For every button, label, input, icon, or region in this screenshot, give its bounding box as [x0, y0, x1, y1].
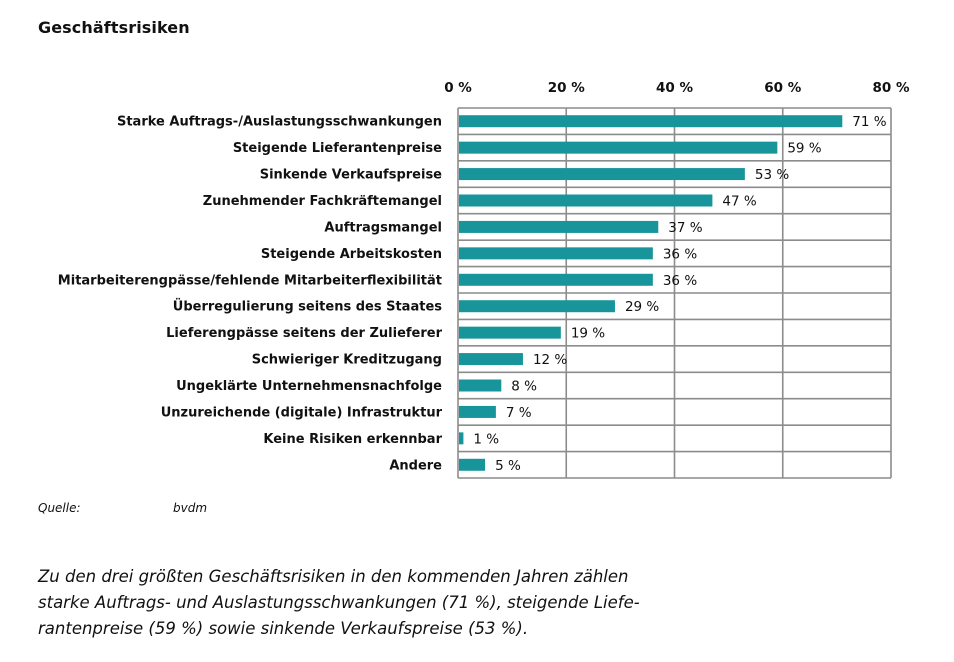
value-label: 71 %: [852, 114, 886, 130]
category-label: Auftragsmangel: [324, 220, 442, 235]
category-label: Lieferengpässe seitens der Zulieferer: [166, 326, 442, 341]
bars: [459, 115, 843, 471]
source-value: bvdm: [173, 501, 208, 515]
value-label: 5 %: [495, 458, 521, 474]
value-label: 47 %: [722, 194, 756, 210]
category-label: Starke Auftrags-/Auslastungsschwankungen: [117, 115, 442, 130]
category-label: Sinkende Verkaufspreise: [260, 168, 442, 183]
caption: Zu den drei größten Geschäftsrisiken in …: [38, 564, 678, 642]
value-label: 36 %: [663, 273, 697, 289]
value-label: 53 %: [755, 167, 789, 183]
caption-line: Zu den drei größten Geschäftsrisiken in …: [38, 567, 629, 586]
x-tick-label: 20 %: [548, 80, 585, 96]
caption-line: rantenpreise (59 %) sowie sinkende Verka…: [38, 619, 529, 638]
bar: [459, 273, 653, 286]
x-tick-label: 40 %: [656, 80, 693, 96]
bar: [459, 379, 502, 392]
category-label: Mitarbeiterengpässe/fehlende Mitarbeiter…: [58, 273, 442, 288]
category-label: Steigende Lieferantenpreise: [233, 141, 442, 156]
value-labels: 71 %59 %53 %47 %37 %36 %36 %29 %19 %12 %…: [473, 114, 886, 474]
category-label: Unzureichende (digitale) Infrastruktur: [161, 405, 443, 420]
x-tick-label: 60 %: [764, 80, 801, 96]
category-label: Schwieriger Kreditzugang: [252, 353, 442, 368]
value-label: 59 %: [787, 141, 821, 157]
x-tick-label: 0 %: [444, 80, 472, 96]
bar: [459, 432, 464, 445]
x-tick-label: 80 %: [872, 80, 909, 96]
bar: [459, 220, 659, 233]
source-label: Quelle:: [38, 501, 81, 515]
bar: [459, 458, 486, 471]
bar: [459, 300, 615, 313]
value-label: 8 %: [511, 379, 537, 395]
category-label: Überregulierung seitens des Staates: [173, 299, 442, 315]
value-label: 7 %: [506, 405, 532, 421]
category-labels: Starke Auftrags-/Auslastungsschwankungen…: [58, 115, 443, 474]
bar: [459, 405, 496, 418]
value-label: 36 %: [663, 246, 697, 262]
category-label: Zunehmender Fachkräftemangel: [203, 194, 442, 209]
grid: [457, 107, 892, 479]
bar: [459, 194, 713, 207]
value-label: 1 %: [473, 431, 499, 447]
category-label: Ungeklärte Unternehmensnachfolge: [176, 379, 442, 394]
category-label: Steigende Arbeitskosten: [261, 247, 442, 262]
value-label: 29 %: [625, 299, 659, 315]
bar: [459, 115, 843, 128]
bar: [459, 247, 653, 260]
bar: [459, 168, 745, 181]
x-axis-ticks: 0 % 20 % 40 % 60 % 80 %: [444, 80, 910, 96]
value-label: 19 %: [571, 326, 605, 342]
chart-title: Geschäftsrisiken: [38, 18, 190, 37]
bar: [459, 326, 561, 339]
caption-line: starke Auftrags- und Auslastungsschwanku…: [38, 593, 640, 612]
value-label: 12 %: [533, 352, 567, 368]
bar: [459, 353, 523, 366]
bar: [459, 141, 778, 154]
value-label: 37 %: [668, 220, 702, 236]
category-label: Keine Risiken erkennbar: [263, 432, 442, 447]
category-label: Andere: [389, 458, 442, 473]
